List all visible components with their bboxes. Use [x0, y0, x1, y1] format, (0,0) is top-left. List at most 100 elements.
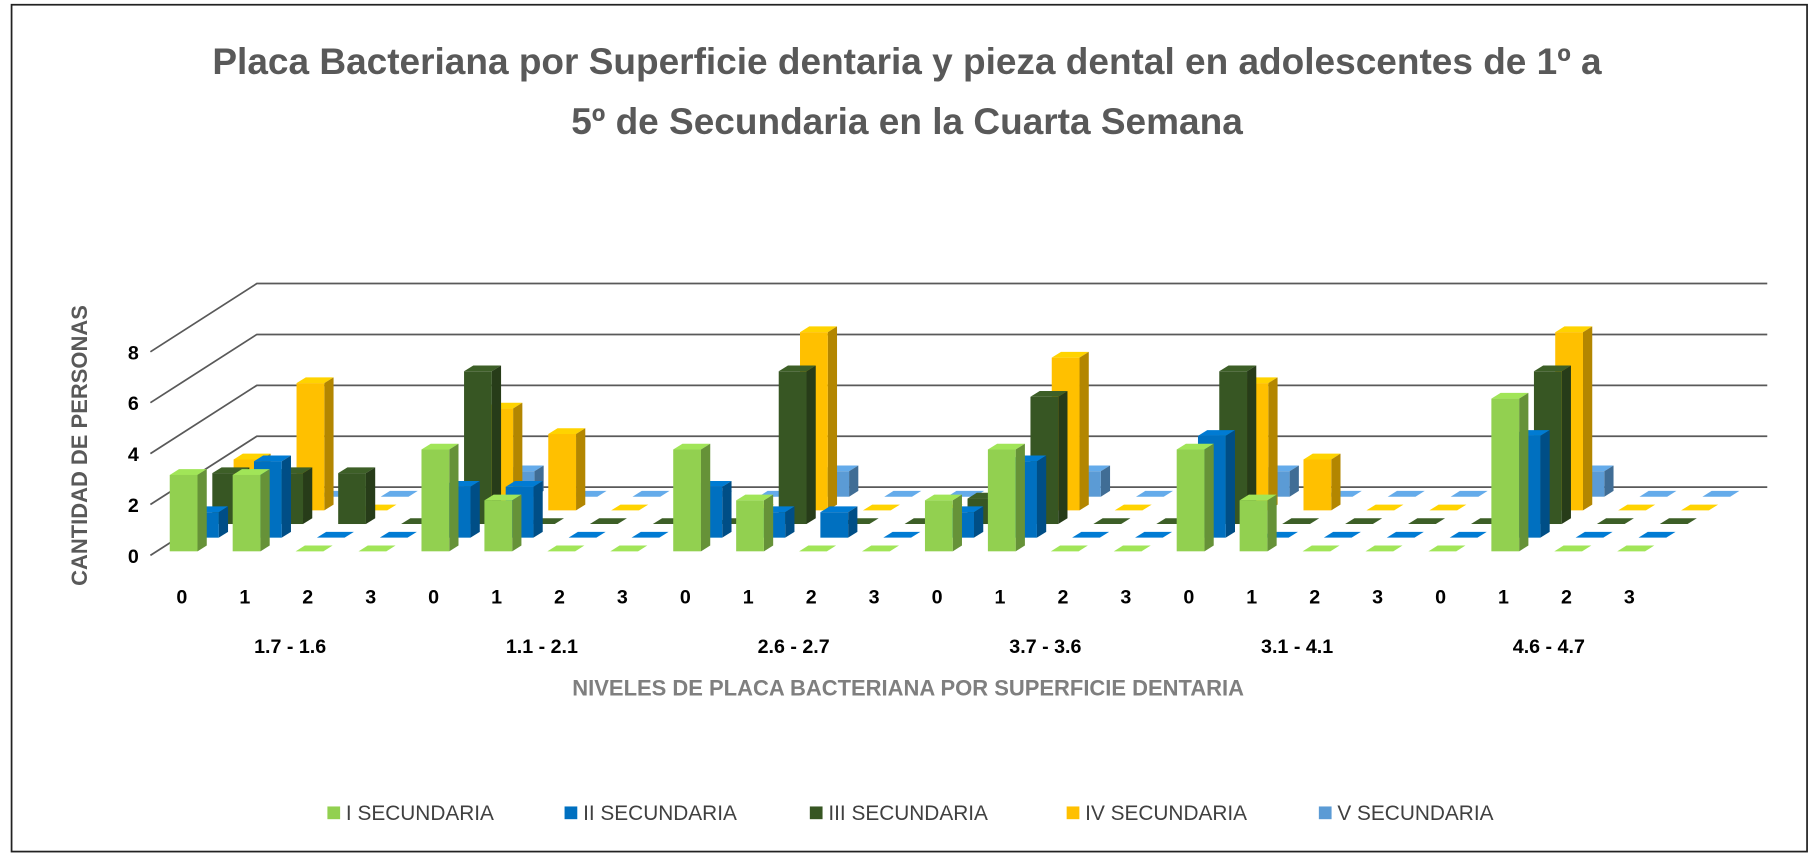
bar-3d	[1093, 518, 1131, 525]
bar-3d	[1072, 531, 1110, 538]
bar-top	[1050, 545, 1088, 552]
bar	[987, 449, 1016, 552]
bar-3d	[673, 443, 711, 552]
bar-top	[338, 467, 376, 474]
bar-side	[1267, 494, 1277, 552]
bar-top	[1365, 545, 1403, 552]
bar-3d	[631, 531, 669, 538]
group-label: 3.1 - 4.1	[1261, 636, 1333, 658]
bar-3d	[1135, 531, 1173, 538]
bar-top	[862, 504, 900, 511]
bar-top	[296, 377, 334, 384]
bar-side	[1561, 365, 1571, 525]
bar-3d	[1450, 490, 1488, 497]
bar-side	[1604, 465, 1614, 497]
bar-top	[632, 490, 670, 497]
bar-3d	[1638, 531, 1676, 538]
bar-3d	[1176, 443, 1214, 552]
x-tick-label: 3	[617, 586, 628, 608]
x-tick-label: 3	[365, 586, 376, 608]
bar-side	[1519, 392, 1529, 552]
x-tick-label: 2	[554, 586, 565, 608]
bar-3d	[380, 490, 418, 497]
bar-top	[673, 443, 711, 450]
bar-3d	[1282, 518, 1320, 525]
bar-top	[1491, 392, 1529, 399]
bar-side	[576, 428, 586, 511]
bar-3d	[1702, 490, 1740, 497]
bar-top	[1681, 504, 1719, 511]
bar-top	[1555, 326, 1593, 333]
y-axis-title: CANTIDAD DE PERSONAS	[67, 305, 92, 586]
bar-top	[1323, 531, 1361, 538]
bar-top	[736, 494, 774, 501]
bar-top	[295, 545, 333, 552]
bar-side	[260, 469, 270, 552]
x-tick-label: 2	[302, 586, 313, 608]
bar-side	[1225, 430, 1236, 538]
bar	[924, 500, 953, 552]
bar-3d	[547, 545, 585, 552]
bar-side	[1247, 365, 1257, 525]
bar-3d	[484, 494, 522, 552]
bar-side	[806, 365, 816, 525]
bar-top	[883, 531, 921, 538]
bar-top	[1428, 545, 1466, 552]
legend-swatch	[1066, 806, 1080, 820]
bar-side	[1100, 465, 1111, 497]
chart-title: Placa Bacteriana por Superficie dentaria…	[212, 41, 1602, 142]
bar	[548, 434, 577, 511]
bar-3d	[883, 531, 921, 538]
bar	[736, 500, 764, 552]
bar-top	[987, 443, 1025, 450]
bar-side	[365, 467, 376, 525]
bar-top	[778, 365, 816, 372]
bar-top	[1596, 518, 1634, 525]
bar-3d	[820, 506, 858, 538]
bar-3d	[1575, 531, 1613, 538]
bar-3d	[1639, 490, 1677, 497]
legend-swatch	[327, 806, 341, 820]
bar-top	[1639, 490, 1677, 497]
bar	[778, 371, 807, 525]
bar-side	[1540, 430, 1550, 538]
bar-top	[1093, 518, 1131, 525]
bar-3d	[421, 443, 459, 552]
bar-top	[1387, 490, 1425, 497]
bar-top	[1135, 490, 1173, 497]
bar-3d	[778, 365, 816, 525]
x-tick-label: 1	[743, 586, 754, 608]
bar-top	[421, 443, 459, 450]
bar-top	[464, 365, 502, 372]
bar-top	[1282, 518, 1320, 525]
bar-top	[1533, 365, 1571, 372]
bar-3d	[1114, 504, 1152, 511]
bar-top	[484, 494, 522, 501]
legend-label: V SECUNDARIA	[1337, 802, 1493, 825]
bar	[232, 474, 261, 552]
bar-3d	[736, 494, 774, 552]
legend-swatch	[1318, 806, 1332, 820]
bar-top	[611, 504, 649, 511]
group-label: 1.1 - 2.1	[506, 636, 578, 658]
bar-3d	[1596, 518, 1634, 525]
bar-side	[700, 443, 711, 552]
bar-3d	[1303, 453, 1341, 511]
group-label: 1.7 - 1.6	[254, 636, 326, 658]
bar-side	[1204, 443, 1214, 552]
bar-side	[491, 365, 502, 525]
bar-3d	[862, 504, 900, 511]
bar-top	[1176, 443, 1214, 450]
bar-top	[169, 469, 207, 475]
bar-3d	[568, 531, 606, 538]
bar-top	[1702, 490, 1740, 497]
bar-top	[316, 531, 354, 538]
bar-top	[1113, 545, 1151, 552]
bar-side	[1015, 443, 1025, 552]
bar-side	[763, 494, 774, 552]
bar-top	[1197, 430, 1236, 436]
x-tick-label: 1	[1246, 586, 1257, 608]
bar-3d	[610, 545, 648, 552]
bar-top	[1408, 518, 1446, 525]
legend-swatch	[809, 806, 823, 820]
